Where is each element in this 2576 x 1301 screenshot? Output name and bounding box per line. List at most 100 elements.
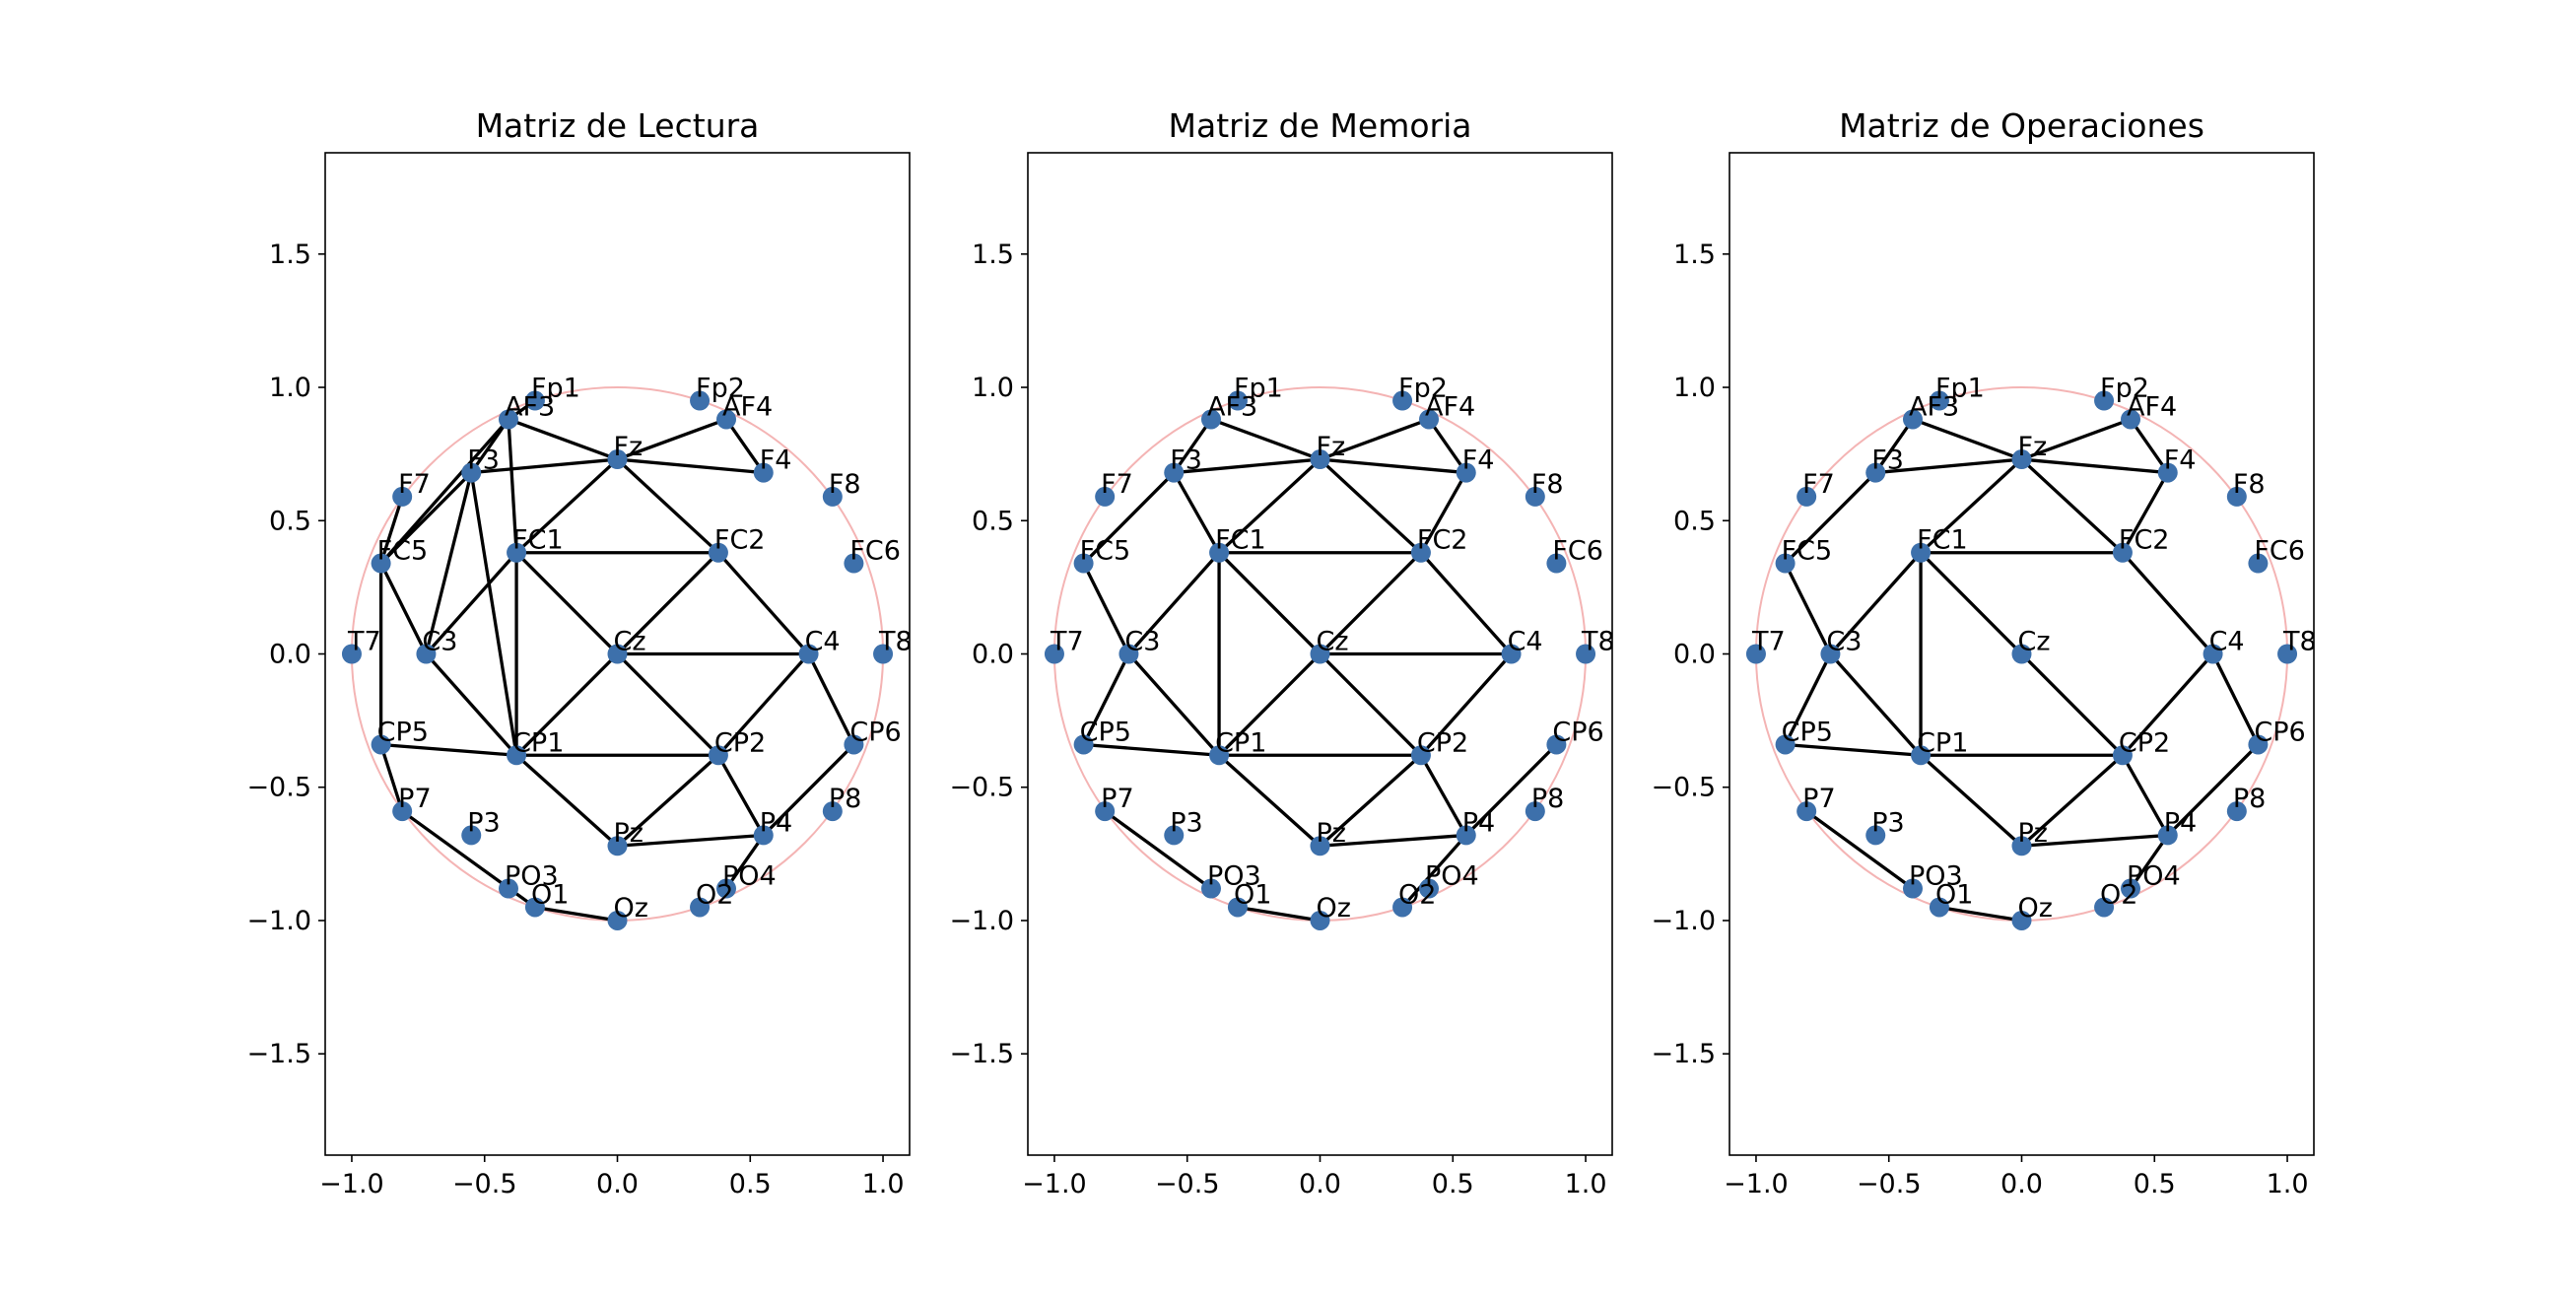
node: [822, 486, 843, 507]
node: [1865, 462, 1886, 483]
node: [2203, 644, 2223, 664]
edge: [1419, 551, 1513, 655]
node-label: O2: [696, 879, 733, 910]
node-label: P8: [829, 784, 861, 814]
node-label: Cz: [1317, 627, 1349, 657]
node: [1902, 409, 1923, 430]
node: [1865, 825, 1886, 846]
edge: [425, 652, 518, 757]
node: [1410, 745, 1431, 766]
edge: [1319, 551, 1423, 655]
node-label: Fp2: [696, 374, 745, 404]
x-tick-label: 0.0: [596, 1169, 639, 1199]
edge: [716, 551, 810, 655]
node: [1745, 644, 1766, 664]
node: [1119, 644, 1139, 664]
edge: [2166, 743, 2260, 837]
node-label: C4: [1508, 627, 1543, 657]
node: [461, 462, 482, 483]
y-tick-label: 1.0: [269, 373, 311, 403]
x-tick-label: 1.0: [1565, 1169, 1607, 1199]
node: [1501, 644, 1522, 664]
edge: [1805, 809, 1914, 890]
edge: [507, 419, 518, 553]
node-label: C3: [1826, 627, 1862, 657]
chart-title: Matriz de Operaciones: [1839, 106, 2204, 145]
edge: [1419, 754, 1468, 837]
edge: [379, 418, 510, 565]
node: [2094, 390, 2115, 411]
node: [2121, 878, 2141, 899]
node-label: C4: [805, 627, 841, 657]
edge: [2021, 833, 2168, 848]
node: [1525, 801, 1545, 822]
node-label: FC1: [512, 525, 564, 556]
node-label: CP5: [1080, 717, 1131, 747]
node-label: AF3: [1207, 391, 1257, 422]
node-label: CP2: [714, 727, 766, 758]
node: [1073, 734, 1094, 755]
node-label: FC2: [714, 525, 766, 556]
node: [1902, 878, 1923, 899]
edge: [1829, 551, 1923, 655]
edge: [1784, 562, 1832, 655]
node: [507, 745, 527, 766]
edge: [2211, 652, 2260, 746]
node-label: P8: [1531, 784, 1564, 814]
y-tick-label: 0.5: [972, 506, 1014, 536]
edge: [1464, 743, 1558, 837]
node: [1164, 462, 1185, 483]
node: [498, 878, 518, 899]
edge: [2121, 652, 2214, 757]
edge: [1217, 754, 1322, 848]
node-label: PO3: [1207, 861, 1261, 892]
edge: [1082, 562, 1130, 655]
edge: [514, 551, 619, 655]
edge: [1784, 652, 1832, 746]
node-label: P8: [2233, 784, 2266, 814]
node-label: P3: [1871, 807, 1904, 838]
node: [708, 542, 728, 563]
node-label: F3: [467, 445, 500, 476]
node: [607, 910, 628, 930]
node-label: AF3: [1909, 391, 1959, 422]
node-label: FC6: [1552, 536, 1603, 567]
node: [498, 409, 518, 430]
node: [1392, 390, 1413, 411]
node-label: FC6: [849, 536, 901, 567]
node: [1410, 542, 1431, 563]
node: [461, 825, 482, 846]
edge: [1237, 905, 1321, 923]
node-label: F7: [1101, 469, 1133, 500]
edge: [807, 652, 855, 746]
edge: [616, 652, 720, 757]
node-label: Fp1: [1935, 374, 1985, 404]
edge: [1938, 905, 2022, 923]
node: [1044, 644, 1064, 664]
x-tick-label: −1.0: [319, 1169, 384, 1199]
y-tick-label: 1.0: [1673, 373, 1716, 403]
node: [1095, 486, 1116, 507]
edge: [1083, 742, 1220, 757]
node-label: F8: [2233, 469, 2266, 500]
node-label: C3: [422, 627, 457, 657]
edge: [1319, 652, 1423, 757]
node-label: FC5: [1782, 536, 1833, 567]
edge: [514, 652, 619, 757]
edge: [1127, 551, 1221, 655]
node: [2157, 462, 2178, 483]
edge: [616, 754, 720, 848]
edge: [1172, 418, 1213, 474]
node-label: AF3: [505, 391, 555, 422]
node: [690, 897, 711, 918]
node-label: FC2: [1417, 525, 1468, 556]
edge: [1919, 754, 2023, 848]
y-tick-label: 0.5: [269, 506, 311, 536]
edge: [514, 457, 619, 554]
node: [1929, 390, 1949, 411]
node-label: O1: [531, 879, 569, 910]
node: [607, 449, 628, 470]
edge: [716, 754, 766, 837]
node-label: P3: [1170, 807, 1202, 838]
